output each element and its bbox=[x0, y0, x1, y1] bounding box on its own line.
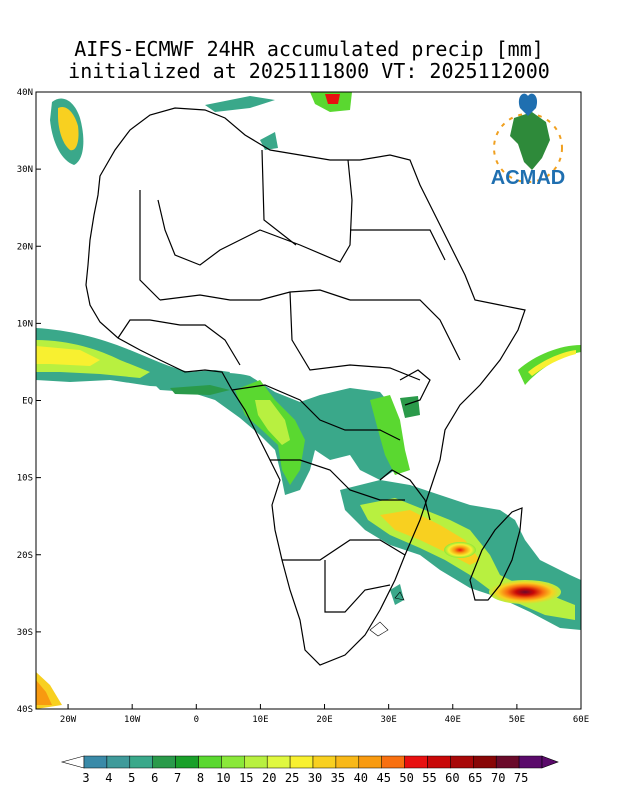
lat-tick-label: 10N bbox=[17, 319, 33, 329]
colorbar-swatch bbox=[381, 755, 405, 769]
map-title: AIFS-ECMWF 24HR accumulated precip [mm] … bbox=[0, 38, 618, 82]
rivers-lakes bbox=[369, 591, 405, 637]
colorbar-level-label: 45 bbox=[376, 771, 390, 785]
lon-tick-label: 60E bbox=[573, 715, 589, 725]
lon-tick-label: 40E bbox=[445, 715, 461, 725]
colorbar-swatch bbox=[473, 755, 497, 769]
colorbar-level-label: 10 bbox=[216, 771, 230, 785]
colorbar-level-label: 3 bbox=[82, 771, 89, 785]
lat-tick-label: 20S bbox=[17, 551, 33, 561]
africa-silhouette-icon bbox=[510, 112, 550, 170]
acmad-logo: ACMAD bbox=[491, 93, 565, 189]
lat-tick-label: 30S bbox=[17, 628, 33, 638]
colorbar-swatch bbox=[335, 755, 360, 769]
lon-tick-label: 10E bbox=[252, 715, 268, 725]
lon-tick-label: 0 bbox=[194, 715, 199, 725]
colorbar-swatch bbox=[404, 755, 428, 769]
latitude-axis: 40N 30N 20N 10N EQ 10S 20S 30S 40S bbox=[17, 88, 41, 715]
colorbar-swatch bbox=[450, 755, 474, 769]
colorbar-level-label: 20 bbox=[262, 771, 276, 785]
colorbar-level-label: 50 bbox=[399, 771, 413, 785]
colorbar-level-label: 40 bbox=[354, 771, 368, 785]
colorbar: 3 4 5 6 7 8 10 15 20 25 30 35 40 45 50 55 60 65 70 75 bbox=[60, 755, 559, 785]
colorbar-level-label: 5 bbox=[128, 771, 135, 785]
lat-tick-label: 40S bbox=[17, 705, 33, 715]
colorbar-swatch bbox=[518, 755, 543, 769]
title-line-2: initialized at 2025111800 VT: 2025112000 bbox=[68, 59, 550, 83]
lon-tick-label: 10W bbox=[124, 715, 141, 725]
colorbar-swatch bbox=[312, 755, 337, 769]
colorbar-swatch bbox=[495, 755, 520, 769]
lon-tick-label: 20W bbox=[60, 715, 77, 725]
colorbar-level-label: 4 bbox=[105, 771, 112, 785]
colorbar-level-label: 8 bbox=[197, 771, 204, 785]
colorbar-swatch bbox=[175, 755, 199, 769]
coastlines bbox=[85, 107, 526, 666]
colorbar-level-label: 75 bbox=[514, 771, 528, 785]
colorbar-level-label: 60 bbox=[445, 771, 459, 785]
colorbar-swatch bbox=[244, 755, 268, 769]
colorbar-upper-triangle bbox=[541, 755, 559, 769]
sun-rays-icon bbox=[493, 113, 563, 183]
colorbar-swatch bbox=[266, 755, 291, 769]
colorbar-swatch bbox=[129, 755, 153, 769]
colorbar-level-label: 30 bbox=[308, 771, 322, 785]
lon-tick-label: 50E bbox=[509, 715, 525, 725]
colorbar-level-label: 25 bbox=[285, 771, 299, 785]
colorbar-swatch bbox=[106, 755, 131, 769]
colorbar-swatch bbox=[198, 755, 222, 769]
colorbar-level-label: 6 bbox=[151, 771, 158, 785]
colorbar-swatch bbox=[83, 755, 108, 769]
lat-tick-label: 40N bbox=[17, 88, 33, 98]
lon-tick-label: 30E bbox=[381, 715, 397, 725]
water-drop-icon bbox=[518, 93, 538, 116]
colorbar-level-label: 7 bbox=[174, 771, 181, 785]
colorbar-level-label: 65 bbox=[468, 771, 482, 785]
title-line-1: AIFS-ECMWF 24HR accumulated precip [mm] bbox=[74, 37, 544, 61]
logo-text: ACMAD bbox=[491, 167, 565, 189]
lat-tick-label: EQ bbox=[22, 397, 33, 407]
lon-tick-label: 20E bbox=[316, 715, 332, 725]
colorbar-level-label: 35 bbox=[331, 771, 345, 785]
colorbar-level-label: 70 bbox=[491, 771, 505, 785]
colorbar-swatch bbox=[427, 755, 451, 769]
colorbar-swatch bbox=[152, 755, 176, 769]
colorbar-swatch bbox=[289, 755, 314, 769]
colorbar-swatch bbox=[358, 755, 382, 769]
colorbar-lower-triangle bbox=[60, 755, 85, 769]
longitude-axis: 20W 10W 0 10E 20E 30E 40E 50E 60E bbox=[60, 704, 589, 725]
colorbar-swatch bbox=[221, 755, 245, 769]
precip-field bbox=[36, 92, 581, 709]
lat-tick-label: 30N bbox=[17, 165, 33, 175]
colorbar-level-label: 15 bbox=[239, 771, 253, 785]
lat-tick-label: 20N bbox=[17, 242, 33, 252]
colorbar-level-label: 55 bbox=[422, 771, 436, 785]
lat-tick-label: 10S bbox=[17, 474, 33, 484]
